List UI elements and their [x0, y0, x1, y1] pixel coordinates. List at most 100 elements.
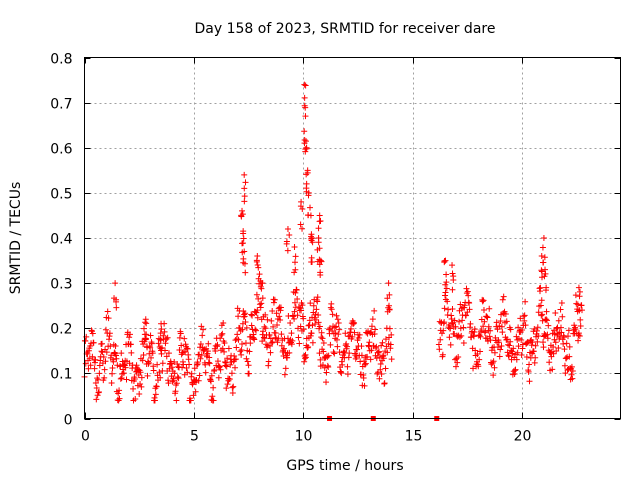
data-point [376, 375, 383, 382]
data-point [143, 320, 150, 327]
data-point [332, 330, 339, 337]
data-point [480, 297, 487, 304]
data-point [336, 326, 343, 333]
data-point [210, 384, 217, 391]
data-point [202, 361, 209, 368]
data-point [344, 371, 351, 378]
data-point [315, 311, 322, 318]
data-point [553, 348, 560, 355]
data-point [449, 262, 456, 269]
data-point [243, 355, 250, 362]
data-point [480, 323, 487, 330]
data-point [87, 342, 94, 349]
data-point [538, 312, 545, 319]
data-point [531, 359, 538, 366]
data-point [272, 329, 279, 336]
data-point [165, 350, 172, 357]
data-point [238, 347, 245, 354]
data-point [179, 349, 186, 356]
data-point [241, 198, 248, 205]
data-point [259, 280, 266, 287]
data-point [320, 339, 327, 346]
data-point [301, 94, 308, 101]
data-point [202, 369, 209, 376]
data-point [306, 317, 313, 324]
data-point [307, 300, 314, 307]
data-point [507, 338, 514, 345]
data-point [577, 322, 584, 329]
x-axis-label: GPS time / hours [286, 458, 403, 474]
data-point [302, 354, 309, 361]
data-point [380, 355, 387, 362]
data-point [291, 244, 298, 251]
data-point [173, 380, 180, 387]
data-point [194, 361, 201, 368]
data-point [575, 330, 582, 337]
x-tick-label: 15 [405, 429, 423, 445]
data-point [361, 361, 368, 368]
data-point [458, 332, 465, 339]
data-point [307, 212, 314, 219]
data-point [210, 397, 217, 404]
data-point [560, 340, 567, 347]
data-point [566, 353, 573, 360]
data-point [497, 346, 504, 353]
data-point [226, 376, 233, 383]
data-point [267, 342, 274, 349]
data-point [347, 325, 354, 332]
data-point [95, 376, 102, 383]
data-point [254, 314, 261, 321]
data-point [184, 369, 191, 376]
data-point [443, 279, 450, 286]
data-point [159, 360, 166, 367]
data-point [558, 329, 565, 336]
data-point [308, 233, 315, 240]
data-point [317, 271, 324, 278]
data-point [319, 335, 326, 342]
data-point [196, 372, 203, 379]
data-point [232, 356, 239, 363]
data-point [288, 330, 295, 337]
data-point [441, 259, 448, 266]
data-point [247, 340, 254, 347]
data-point [112, 280, 119, 287]
data-point [95, 389, 102, 396]
data-point [554, 332, 561, 339]
data-point [555, 345, 562, 352]
data-point [235, 313, 242, 320]
data-point [532, 342, 539, 349]
data-point [190, 392, 197, 399]
data-point [362, 360, 369, 367]
data-point [471, 326, 478, 333]
data-point [497, 318, 504, 325]
data-point [149, 350, 156, 357]
data-point [522, 298, 529, 305]
data-point [256, 280, 263, 287]
data-point [358, 343, 365, 350]
data-point [82, 360, 89, 367]
y-tick-label: 0 [64, 413, 73, 429]
data-point [153, 383, 160, 390]
data-point [133, 362, 140, 369]
data-point [240, 230, 247, 237]
data-point [150, 367, 157, 374]
data-point [211, 366, 218, 373]
data-point [491, 364, 498, 371]
data-point [325, 364, 332, 371]
data-point [373, 343, 380, 350]
data-point [169, 378, 176, 385]
data-point [309, 314, 316, 321]
data-point [295, 334, 302, 341]
data-point [270, 299, 277, 306]
data-point [538, 297, 545, 304]
data-point [317, 356, 324, 363]
data-point [537, 284, 544, 291]
data-point [467, 320, 474, 327]
data-point [252, 326, 259, 333]
data-point [338, 370, 345, 377]
data-point [354, 346, 361, 353]
data-point [361, 382, 368, 389]
x-tick-label: 0 [81, 429, 90, 445]
data-point [292, 266, 299, 273]
data-point [291, 308, 298, 315]
